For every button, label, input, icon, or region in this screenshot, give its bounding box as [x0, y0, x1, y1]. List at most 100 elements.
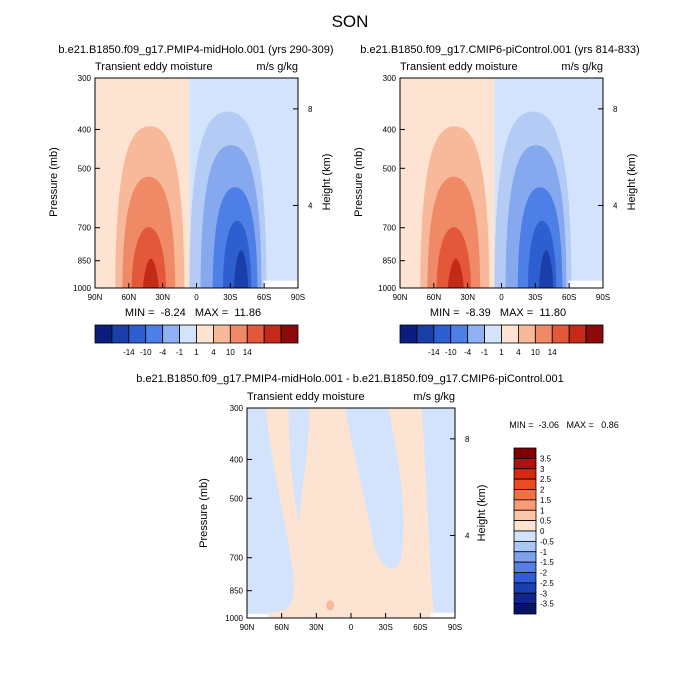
stats-text: MIN = -8.39 MAX = 11.80 [430, 307, 566, 319]
colorbar: -14 -10 -4 -1 1 4 10 14 [399, 324, 604, 357]
missing-data-region [263, 280, 298, 288]
negative-contour-band [288, 408, 310, 524]
left-label: Transient eddy moisture [247, 391, 365, 403]
left-label: Transient eddy moisture [400, 61, 518, 73]
colorbar-label: 14 [548, 348, 557, 357]
colorbar-swatch [513, 499, 537, 511]
x-tick-label: 30N [155, 293, 170, 302]
colorbar-swatch [484, 324, 502, 344]
x-tick-label: 90S [448, 623, 462, 632]
colorbar-swatch [213, 324, 231, 344]
y-tick-label: 500 [78, 164, 92, 173]
colorbar-swatch [162, 324, 180, 344]
y-tick-label: 400 [78, 125, 92, 134]
positive-contour-band [142, 258, 159, 288]
height-tick-label: 4 [613, 201, 618, 210]
y-tick-label: 400 [383, 125, 397, 134]
colorbar-swatch [513, 561, 537, 573]
colorbar-swatch [128, 324, 147, 344]
y-tick-label: 300 [230, 404, 244, 413]
stats-text: MIN = -8.24 MAX = 11.86 [125, 307, 261, 319]
x-tick-label: 60N [426, 293, 441, 302]
y-tick-label: 850 [230, 587, 244, 596]
colorbar-swatch [513, 520, 537, 532]
x-tick-label: 90N [88, 293, 103, 302]
colorbar-swatch [94, 324, 113, 344]
y-tick-label: 700 [383, 224, 397, 233]
panel-title: b.e21.B1850.f09_g17.CMIP6-piControl.001 … [360, 44, 639, 56]
positive-contour-band [436, 227, 471, 288]
colorbar: 3.5 32.5 21.51 0.50-0.5 -1-1.5 -2-2.5-3 -3.5 [513, 447, 554, 615]
y-tick-label: 700 [230, 554, 244, 563]
colorbar-swatch [534, 324, 553, 344]
x-tick-label: 60N [121, 293, 136, 302]
contour-fill-layer [400, 78, 603, 288]
colorbar-label: 1.5 [540, 496, 552, 505]
colorbar-label: -1.5 [540, 558, 554, 567]
positive-contour-band [326, 600, 335, 611]
panel-midholo: b.e21.B1850.f09_g17.PMIP4-midHolo.001 (y… [48, 44, 334, 357]
colorbar-label: 4 [516, 348, 521, 357]
colorbar-swatch [568, 324, 587, 344]
x-tick-label: 60S [562, 293, 576, 302]
colorbar-label: -0.5 [540, 537, 554, 546]
x-tick-label: 30S [379, 623, 393, 632]
colorbar-label: -4 [464, 348, 472, 357]
colorbar-swatch [518, 324, 536, 344]
colorbar-swatch [513, 572, 537, 584]
pressure-axis-label: Pressure (mb) [353, 147, 365, 217]
colorbar-label: -1 [176, 348, 184, 357]
y-tick-label: 1000 [225, 614, 243, 623]
y-tick-label: 700 [78, 224, 92, 233]
left-label: Transient eddy moisture [95, 61, 213, 73]
height-tick-label: 8 [465, 435, 470, 444]
negative-contour-band [234, 250, 249, 288]
colorbar-label: -14 [123, 348, 135, 357]
y-tick-label: 500 [383, 164, 397, 173]
x-tick-label: 90S [291, 293, 305, 302]
colorbar-label: -3.5 [540, 600, 554, 609]
colorbar-swatch [229, 324, 248, 344]
height-tick-label: 4 [308, 201, 313, 210]
colorbar-label: 3 [540, 465, 545, 474]
colorbar-swatch [513, 530, 537, 542]
colorbar-swatch [513, 478, 537, 490]
colorbar-swatch [513, 447, 537, 459]
colorbar-swatch [246, 324, 265, 344]
colorbar-swatch [585, 324, 604, 344]
x-tick-label: 0 [499, 293, 504, 302]
missing-data-region [430, 612, 455, 618]
colorbar-label: 10 [531, 348, 540, 357]
contour-plot: 90N 60N 30N 0 30S 60S 90S 300 400 500 700 850 1000 8 4 [73, 74, 313, 302]
stats-text: MIN = -3.06 MAX = 0.86 [509, 420, 619, 430]
colorbar-label: 2.5 [540, 475, 552, 484]
contour-plot: 90N 60N 30N 0 30S 60S 90S 300 400 500 700 850 1000 8 4 [225, 404, 470, 632]
colorbar-swatch [513, 551, 537, 563]
contour-fill-layer [95, 78, 298, 288]
colorbar-swatch [399, 324, 418, 344]
x-tick-label: 0 [194, 293, 199, 302]
colorbar-swatch [263, 324, 282, 344]
colorbar-swatch [513, 592, 537, 605]
colorbar-label: 3.5 [540, 454, 552, 463]
colorbar-swatch [280, 324, 299, 344]
colorbar-swatch [513, 603, 537, 615]
colorbar-label: 1 [540, 506, 545, 515]
y-tick-label: 850 [78, 257, 92, 266]
panel-title: b.e21.B1850.f09_g17.PMIP4-midHolo.001 - … [136, 373, 563, 385]
x-tick-label: 0 [349, 623, 354, 632]
y-tick-label: 500 [230, 494, 244, 503]
colorbar-swatch [513, 457, 537, 470]
colorbar-label: -2.5 [540, 579, 554, 588]
x-tick-label: 30S [528, 293, 542, 302]
panel-picontrol: b.e21.B1850.f09_g17.CMIP6-piControl.001 … [353, 44, 640, 357]
x-tick-label: 90S [596, 293, 610, 302]
x-tick-label: 60N [274, 623, 289, 632]
colorbar-label: -3 [540, 589, 548, 598]
height-tick-label: 4 [465, 531, 470, 540]
x-tick-label: 60S [413, 623, 427, 632]
colorbar-swatch [196, 324, 214, 344]
y-tick-label: 850 [383, 257, 397, 266]
colorbar-label: 2 [540, 486, 545, 495]
